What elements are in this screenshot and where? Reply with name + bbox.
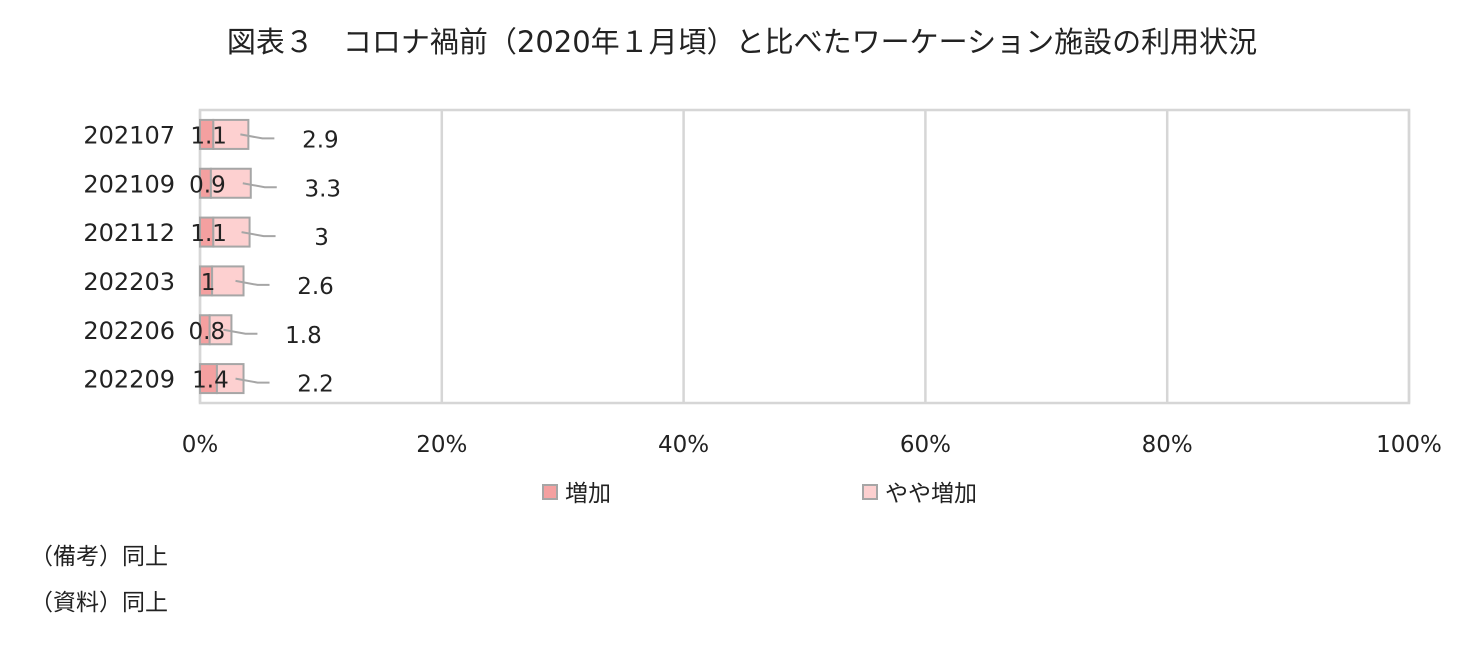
data-label-increase: 1.4 [192, 368, 229, 394]
bar-slight-increase [208, 314, 233, 346]
data-label-increase: 0.8 [189, 319, 226, 345]
data-label-slight-increase: 3.3 [304, 176, 341, 202]
leader-line [242, 182, 277, 189]
data-label-slight-increase: 2.6 [297, 274, 334, 300]
leader-line [240, 133, 275, 140]
data-label-slight-increase: 2.2 [297, 372, 334, 398]
data-label-increase: 1.1 [190, 123, 227, 149]
data-label-slight-increase: 1.8 [285, 323, 322, 349]
leader-line [241, 231, 276, 238]
leader-line [223, 328, 258, 335]
bars [199, 118, 277, 395]
x-tick-label: 100% [1376, 432, 1442, 458]
category-label: 202203 [83, 268, 175, 296]
legend-increase-label: 増加 [565, 481, 611, 507]
data-label-increase: 1 [201, 270, 216, 296]
note-source: （資料）同上 [30, 590, 168, 616]
x-tick-label: 20% [416, 432, 467, 458]
category-label: 202206 [83, 317, 175, 345]
data-label-increase: 0.9 [189, 172, 226, 198]
data-label-slight-increase: 3 [314, 225, 329, 251]
category-label: 202112 [83, 219, 175, 247]
legend-slight-increase-swatch [862, 484, 878, 500]
category-label: 202109 [83, 170, 175, 198]
leader-line [235, 377, 270, 384]
chart-title: 図表３ コロナ禍前（2020年１月頃）と比べたワーケーション施設の利用状況 [226, 25, 1258, 59]
data-label-slight-increase: 2.9 [302, 127, 339, 153]
legend: 増加 やや増加 [542, 481, 977, 507]
category-label: 202107 [83, 121, 175, 149]
x-tick-label: 80% [1142, 432, 1193, 458]
category-label: 202209 [83, 366, 175, 394]
grid-lines [198, 108, 1411, 405]
x-tick-label: 40% [658, 432, 709, 458]
leader-line [235, 279, 270, 286]
x-tick-label: 0% [182, 432, 219, 458]
labels: 0% 20% 40% 60% 80% 100% 202107 1.1 2.9 202109 0.9 3… [83, 121, 1442, 458]
data-label-increase: 1.1 [190, 221, 227, 247]
legend-slight-increase-label: やや増加 [885, 481, 977, 507]
x-tick-label: 60% [900, 432, 951, 458]
plot-frame [198, 108, 1411, 405]
note-remarks: （備考）同上 [30, 544, 168, 570]
legend-increase-swatch [542, 484, 558, 500]
